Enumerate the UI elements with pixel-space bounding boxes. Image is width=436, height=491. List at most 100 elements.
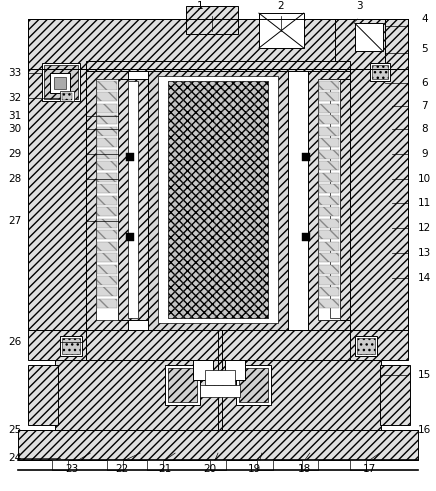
- Bar: [320, 79, 350, 321]
- Bar: [350, 69, 408, 330]
- Bar: [97, 184, 117, 193]
- Text: 25: 25: [8, 425, 21, 435]
- Bar: [97, 138, 117, 147]
- Bar: [128, 81, 138, 318]
- Bar: [44, 65, 78, 99]
- Bar: [319, 184, 339, 193]
- Bar: [319, 138, 339, 147]
- Text: 16: 16: [418, 425, 431, 435]
- Bar: [51, 73, 70, 93]
- Bar: [97, 127, 117, 136]
- Text: 17: 17: [363, 464, 376, 474]
- Bar: [107, 460, 123, 470]
- Bar: [97, 207, 117, 216]
- Bar: [168, 368, 197, 402]
- Bar: [62, 93, 72, 100]
- Bar: [62, 338, 80, 355]
- Bar: [28, 365, 58, 425]
- Bar: [319, 265, 339, 273]
- Bar: [350, 460, 366, 470]
- Bar: [97, 173, 117, 182]
- Text: 22: 22: [116, 464, 129, 474]
- Bar: [97, 115, 117, 124]
- Bar: [97, 81, 117, 90]
- Text: 23: 23: [66, 464, 79, 474]
- Bar: [239, 368, 268, 402]
- Bar: [97, 253, 117, 262]
- Text: 26: 26: [8, 337, 21, 347]
- Bar: [158, 76, 278, 324]
- Bar: [319, 207, 339, 216]
- Bar: [319, 253, 339, 262]
- Bar: [302, 233, 310, 241]
- Bar: [330, 81, 340, 318]
- Bar: [318, 79, 340, 321]
- Bar: [60, 336, 82, 356]
- Bar: [28, 69, 86, 330]
- Bar: [302, 153, 310, 161]
- Bar: [319, 218, 339, 228]
- Text: 2: 2: [278, 1, 284, 11]
- Bar: [319, 150, 339, 159]
- Bar: [225, 360, 245, 380]
- Text: 30: 30: [8, 124, 21, 134]
- Bar: [97, 265, 117, 273]
- Bar: [97, 150, 117, 159]
- Bar: [380, 365, 409, 425]
- Text: 15: 15: [418, 370, 431, 380]
- Bar: [168, 81, 268, 318]
- Bar: [147, 460, 163, 470]
- Bar: [97, 230, 117, 239]
- Bar: [319, 276, 339, 285]
- Bar: [55, 360, 381, 430]
- Bar: [186, 6, 238, 34]
- Text: 21: 21: [159, 464, 172, 474]
- Text: 18: 18: [298, 464, 311, 474]
- Bar: [97, 287, 117, 297]
- Bar: [319, 242, 339, 250]
- Text: 32: 32: [8, 93, 21, 103]
- Bar: [28, 19, 408, 69]
- Bar: [54, 77, 66, 89]
- Text: 6: 6: [421, 78, 428, 88]
- Bar: [319, 81, 339, 90]
- Bar: [97, 218, 117, 228]
- Text: 11: 11: [418, 198, 431, 208]
- Bar: [319, 161, 339, 170]
- Bar: [28, 330, 86, 360]
- Bar: [18, 430, 418, 460]
- Bar: [97, 242, 117, 250]
- Text: 20: 20: [204, 464, 217, 474]
- Bar: [319, 299, 339, 308]
- Bar: [319, 173, 339, 182]
- Bar: [97, 299, 117, 308]
- Bar: [319, 127, 339, 136]
- Bar: [319, 287, 339, 297]
- Bar: [371, 65, 388, 79]
- Text: 27: 27: [8, 216, 21, 226]
- Bar: [126, 233, 134, 241]
- Bar: [148, 69, 288, 330]
- Bar: [319, 230, 339, 239]
- Bar: [319, 196, 339, 205]
- Text: 31: 31: [8, 111, 21, 121]
- Bar: [52, 460, 68, 470]
- Bar: [165, 365, 200, 405]
- Text: 10: 10: [418, 174, 431, 184]
- Text: 9: 9: [421, 149, 428, 159]
- Bar: [126, 153, 134, 161]
- Bar: [319, 92, 339, 102]
- Bar: [236, 365, 271, 405]
- Text: 12: 12: [418, 222, 431, 233]
- Text: 24: 24: [8, 453, 21, 463]
- Bar: [357, 338, 375, 355]
- Bar: [308, 69, 350, 330]
- Bar: [97, 92, 117, 102]
- Text: 4: 4: [421, 14, 428, 24]
- Bar: [350, 330, 408, 360]
- Bar: [335, 19, 385, 69]
- Text: 3: 3: [356, 1, 363, 11]
- Text: 7: 7: [421, 101, 428, 111]
- Bar: [86, 330, 350, 360]
- Text: 14: 14: [418, 273, 431, 283]
